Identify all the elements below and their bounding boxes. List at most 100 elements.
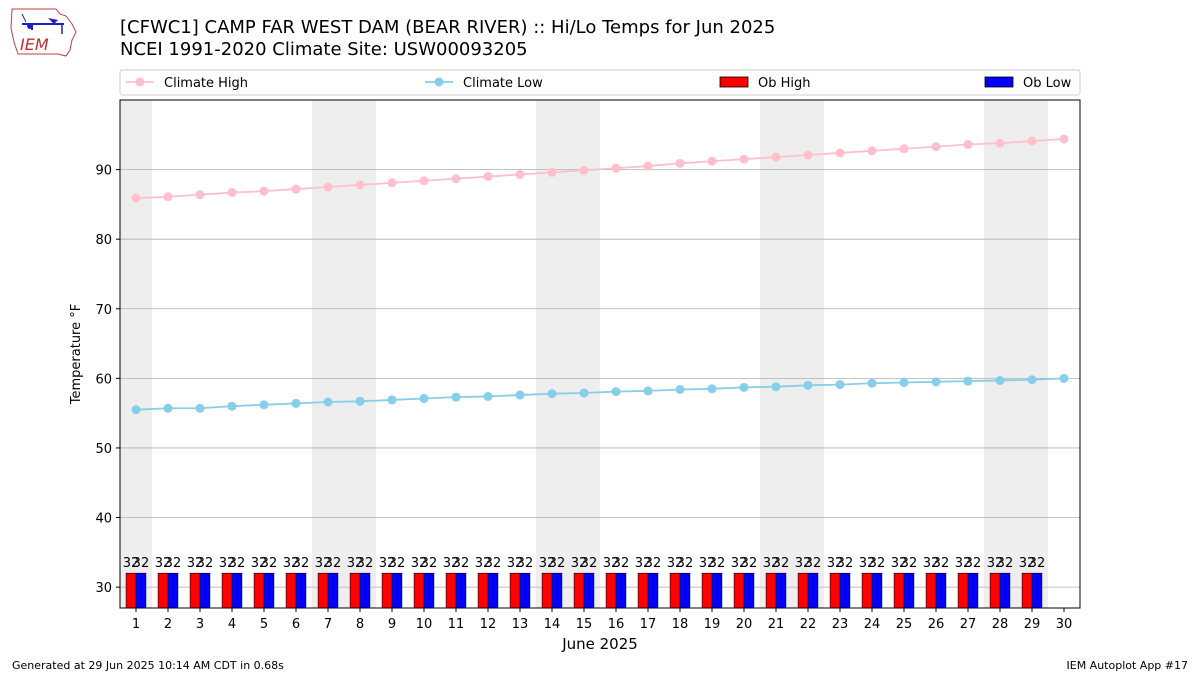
y-axis-label: Temperature °F bbox=[69, 304, 84, 405]
ob-high-value-label: 32 bbox=[699, 556, 716, 571]
ob-low-bar bbox=[743, 572, 755, 609]
climate-low-point bbox=[451, 392, 461, 402]
logo-text: IEM bbox=[20, 35, 49, 54]
climate-high-point bbox=[131, 193, 141, 203]
ob-high-legend-label: Ob High bbox=[758, 76, 811, 91]
ob-low-value-label: 32 bbox=[805, 556, 822, 571]
ob-high-value-label: 32 bbox=[731, 556, 748, 571]
ob-high-bar bbox=[861, 572, 873, 609]
climate-high-point bbox=[675, 158, 685, 168]
ob-high-bar bbox=[157, 572, 169, 609]
climate-low-point bbox=[195, 403, 205, 413]
climate-high-point bbox=[195, 190, 205, 200]
y-tick-label: 90 bbox=[95, 164, 112, 179]
ob-low-value-label: 32 bbox=[869, 556, 886, 571]
ob-low-bar bbox=[391, 572, 403, 609]
ob-high-value-label: 32 bbox=[411, 556, 428, 571]
ob-high-bar bbox=[349, 572, 361, 609]
ob-high-bar bbox=[669, 572, 681, 609]
y-tick-label: 60 bbox=[95, 372, 112, 387]
ob-low-legend-label: Ob Low bbox=[1023, 76, 1072, 91]
x-tick-label: 23 bbox=[832, 617, 849, 632]
legend-box bbox=[119, 69, 1081, 96]
x-tick-label: 24 bbox=[864, 617, 881, 632]
climate-high-point bbox=[963, 140, 973, 150]
x-tick-label: 9 bbox=[388, 617, 396, 632]
climate-low-point bbox=[323, 397, 333, 407]
legend: Climate High Climate Low Ob High Ob Low bbox=[119, 69, 1081, 96]
climate-high-point bbox=[419, 176, 429, 186]
climate-lines bbox=[131, 134, 1069, 415]
ob-low-bar bbox=[647, 572, 659, 609]
ob-high-value-label: 32 bbox=[539, 556, 556, 571]
weekend-shade bbox=[536, 100, 568, 608]
climate-high-point bbox=[387, 178, 397, 188]
climate-low-point bbox=[771, 382, 781, 392]
ob-low-bar bbox=[231, 572, 243, 609]
climate-low-point bbox=[803, 380, 813, 390]
ob-high-value-label: 32 bbox=[827, 556, 844, 571]
ob-high-bar bbox=[797, 572, 809, 609]
climate-low-point bbox=[387, 395, 397, 405]
ob-high-value-label: 32 bbox=[795, 556, 812, 571]
y-tick-label: 50 bbox=[95, 442, 112, 457]
climate-low-point bbox=[163, 403, 173, 413]
climate-low-point bbox=[867, 378, 877, 388]
climate-high-point bbox=[323, 182, 333, 192]
ob-low-bar bbox=[551, 572, 563, 609]
ob-high-value-label: 32 bbox=[667, 556, 684, 571]
climate-low-point bbox=[227, 401, 237, 411]
weekend-shade bbox=[1016, 100, 1048, 608]
climate-low-legend-label: Climate Low bbox=[463, 76, 543, 91]
chart-title: [CFWC1] CAMP FAR WEST DAM (BEAR RIVER) :… bbox=[120, 17, 776, 38]
climate-low-point bbox=[419, 394, 429, 404]
ob-low-value-label: 32 bbox=[389, 556, 406, 571]
x-tick-label: 27 bbox=[960, 617, 977, 632]
climate-high-point bbox=[899, 144, 909, 154]
climate-low-point bbox=[835, 380, 845, 390]
ob-high-bar bbox=[125, 572, 137, 609]
climate-low-point bbox=[355, 396, 365, 406]
ob-high-value-label: 32 bbox=[123, 556, 140, 571]
ob-low-bar bbox=[967, 572, 979, 609]
climate-low-point bbox=[611, 387, 621, 397]
ob-low-bar bbox=[487, 572, 499, 609]
plot-frame bbox=[119, 99, 1081, 609]
x-tick-label: 22 bbox=[800, 617, 817, 632]
ob-high-bar bbox=[381, 572, 393, 609]
chart-subtitle: NCEI 1991-2020 Climate Site: USW00093205 bbox=[120, 39, 528, 60]
x-tick-label: 11 bbox=[448, 617, 465, 632]
x-tick-label: 13 bbox=[512, 617, 529, 632]
ob-low-bar bbox=[327, 572, 339, 609]
iem-logo-graphic: IEM bbox=[10, 8, 77, 57]
y-tick-label: 40 bbox=[95, 512, 112, 527]
ob-high-bar bbox=[829, 572, 841, 609]
climate-high-point bbox=[1059, 134, 1069, 144]
ob-high-value-label: 32 bbox=[283, 556, 300, 571]
ob-low-value-label: 32 bbox=[613, 556, 630, 571]
ob-low-bar bbox=[583, 572, 595, 609]
ob-high-legend-swatch bbox=[719, 76, 749, 88]
x-tick-label: 17 bbox=[640, 617, 657, 632]
ob-high-bar bbox=[701, 572, 713, 609]
x-tick-label: 25 bbox=[896, 617, 913, 632]
x-tick-label: 2 bbox=[164, 617, 172, 632]
ob-high-value-label: 32 bbox=[443, 556, 460, 571]
ob-low-value-label: 32 bbox=[325, 556, 342, 571]
ob-high-bar bbox=[189, 572, 201, 609]
ob-low-value-label: 32 bbox=[261, 556, 278, 571]
ob-high-value-label: 32 bbox=[187, 556, 204, 571]
ob-low-bar bbox=[135, 572, 147, 609]
climate-high-point bbox=[291, 184, 301, 194]
climate-high-point bbox=[643, 161, 653, 171]
x-tick-label: 12 bbox=[480, 617, 497, 632]
climate-high-point bbox=[739, 154, 749, 164]
x-tick-label: 28 bbox=[992, 617, 1009, 632]
ob-high-value-label: 32 bbox=[603, 556, 620, 571]
x-tick-label: 18 bbox=[672, 617, 689, 632]
ob-high-bar bbox=[765, 572, 777, 609]
x-tick-label: 21 bbox=[768, 617, 785, 632]
ob-high-value-label: 32 bbox=[571, 556, 588, 571]
ob-low-bar bbox=[935, 572, 947, 609]
ob-low-bar bbox=[999, 572, 1011, 609]
